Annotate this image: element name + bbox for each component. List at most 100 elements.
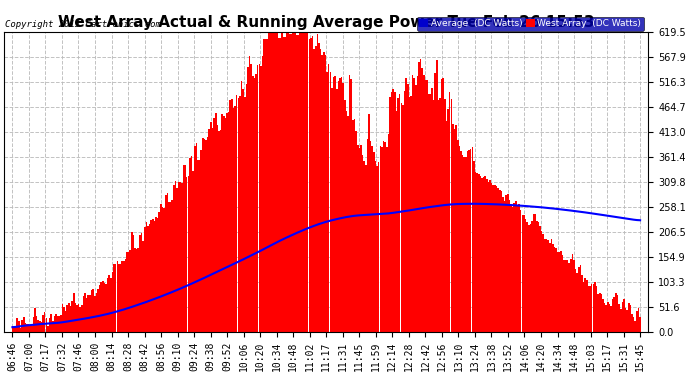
Bar (544, 239, 546, 332)
Bar (146, 222, 147, 332)
Bar (286, 32, 288, 332)
Bar (112, 272, 113, 332)
Bar (230, 100, 231, 332)
Bar (399, 94, 400, 332)
Bar (161, 207, 164, 332)
Bar (118, 264, 119, 332)
Bar (554, 247, 555, 332)
Bar (323, 52, 324, 332)
Bar (23, 316, 25, 332)
Bar (164, 208, 165, 332)
Bar (533, 214, 534, 332)
Bar (555, 248, 557, 332)
Bar (305, 32, 307, 332)
Bar (297, 35, 299, 332)
Bar (636, 311, 638, 332)
Bar (352, 120, 354, 332)
Bar (20, 328, 21, 332)
Bar (431, 88, 433, 332)
Bar (417, 76, 418, 332)
Bar (25, 323, 26, 332)
Bar (66, 305, 68, 332)
Bar (310, 38, 312, 332)
Bar (376, 166, 378, 332)
Bar (402, 105, 404, 332)
Bar (176, 188, 178, 332)
Bar (207, 136, 208, 332)
Bar (507, 194, 509, 332)
Bar (15, 327, 17, 332)
Bar (235, 106, 236, 332)
Bar (584, 278, 586, 332)
Bar (44, 312, 46, 332)
Bar (381, 147, 383, 332)
Bar (41, 322, 42, 332)
Bar (95, 292, 97, 332)
Bar (502, 197, 504, 332)
Bar (59, 316, 60, 332)
Bar (536, 221, 538, 332)
Bar (599, 292, 600, 332)
Bar (640, 317, 641, 332)
Bar (237, 98, 239, 332)
Bar (612, 298, 613, 332)
Bar (449, 92, 451, 332)
Bar (547, 240, 549, 332)
Bar (304, 32, 305, 332)
Bar (360, 145, 362, 332)
Bar (497, 188, 499, 332)
Bar (255, 74, 257, 332)
Bar (423, 75, 424, 332)
Bar (436, 60, 437, 332)
Bar (250, 64, 252, 332)
Bar (181, 183, 183, 332)
Bar (588, 286, 589, 332)
Bar (393, 88, 394, 332)
Bar (531, 221, 533, 332)
Bar (110, 278, 112, 332)
Bar (70, 306, 71, 332)
Bar (268, 33, 270, 332)
Bar (591, 284, 593, 332)
Bar (493, 185, 494, 332)
Bar (197, 160, 199, 332)
Bar (228, 112, 230, 332)
Bar (395, 111, 397, 332)
Bar (315, 46, 317, 332)
Bar (100, 282, 102, 332)
Bar (88, 295, 89, 332)
Bar (92, 289, 94, 332)
Bar (602, 299, 604, 332)
Bar (569, 264, 570, 332)
Bar (631, 314, 633, 332)
Bar (495, 186, 497, 332)
Bar (244, 97, 246, 332)
Bar (404, 91, 405, 332)
Bar (165, 195, 166, 332)
Bar (220, 130, 221, 332)
Bar (446, 122, 447, 332)
Bar (455, 125, 457, 332)
Bar (102, 281, 103, 332)
Bar (42, 315, 44, 332)
Bar (494, 185, 495, 332)
Bar (337, 81, 339, 332)
Bar (12, 326, 13, 332)
Bar (55, 314, 57, 332)
Bar (444, 99, 446, 332)
Bar (137, 248, 139, 332)
Bar (225, 118, 226, 332)
Bar (638, 308, 639, 332)
Bar (528, 225, 529, 332)
Bar (342, 83, 344, 332)
Bar (378, 162, 380, 332)
Bar (307, 33, 308, 332)
Bar (150, 220, 152, 332)
Bar (200, 150, 202, 332)
Bar (620, 309, 622, 332)
Bar (581, 275, 583, 332)
Bar (613, 297, 615, 332)
Bar (491, 183, 493, 332)
Bar (470, 149, 471, 332)
Bar (630, 305, 631, 332)
